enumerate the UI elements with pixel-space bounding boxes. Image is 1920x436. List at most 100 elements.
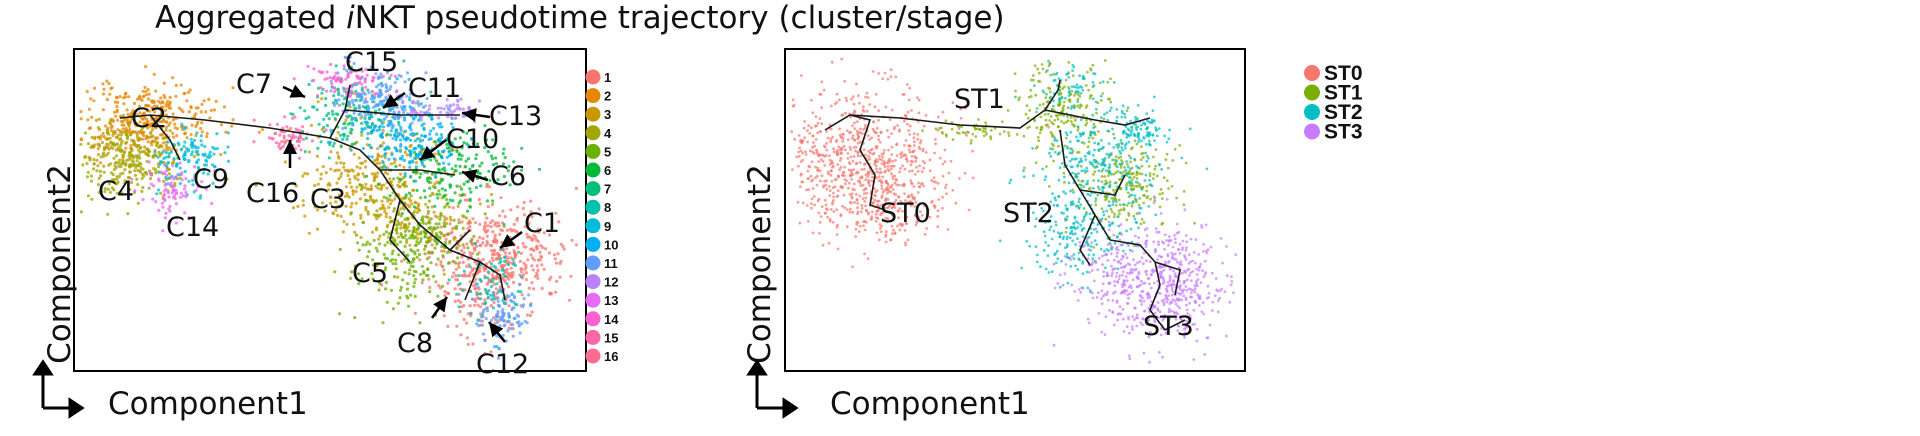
stage-point bbox=[1154, 164, 1157, 168]
cluster-point bbox=[303, 109, 307, 113]
cluster-point bbox=[491, 291, 495, 295]
cluster-point bbox=[415, 231, 419, 235]
cluster-point bbox=[123, 179, 127, 183]
cluster-point bbox=[473, 297, 477, 301]
stage-point bbox=[889, 167, 893, 171]
stage-point bbox=[888, 185, 892, 189]
cluster-point bbox=[306, 64, 310, 68]
cluster-point bbox=[105, 137, 110, 141]
stage-point bbox=[1060, 259, 1063, 263]
cluster-point bbox=[417, 203, 421, 207]
cluster-point bbox=[407, 229, 411, 233]
stage-point bbox=[870, 217, 874, 221]
cluster-point bbox=[180, 178, 184, 182]
stage-point bbox=[1101, 189, 1104, 193]
cluster-point bbox=[397, 212, 401, 216]
stage-point bbox=[856, 210, 860, 214]
stage-point bbox=[1066, 281, 1070, 285]
cluster-point bbox=[346, 122, 350, 126]
stage-point bbox=[845, 208, 849, 212]
stage-point bbox=[1130, 129, 1134, 132]
cluster-point bbox=[334, 200, 338, 204]
cluster-point bbox=[418, 196, 423, 200]
cluster-point bbox=[548, 233, 552, 237]
cluster-point bbox=[376, 171, 380, 175]
cluster-point bbox=[493, 223, 497, 227]
cluster-point bbox=[530, 281, 534, 285]
cluster-point bbox=[507, 285, 511, 289]
cluster-point bbox=[430, 243, 434, 247]
stage-point bbox=[882, 148, 886, 152]
cluster-point bbox=[436, 225, 440, 229]
cluster-point bbox=[396, 134, 400, 139]
stage-point bbox=[1142, 137, 1146, 140]
stage-point bbox=[875, 176, 878, 180]
stage-point bbox=[1101, 167, 1105, 171]
cluster-point bbox=[434, 222, 438, 226]
cluster-point bbox=[208, 116, 212, 120]
cluster-point bbox=[440, 156, 444, 160]
cluster-point bbox=[96, 153, 101, 157]
cluster-point bbox=[364, 113, 368, 118]
stage-point bbox=[1091, 63, 1095, 67]
cluster-point bbox=[503, 259, 507, 263]
cluster-point bbox=[396, 275, 400, 279]
stage-point bbox=[1035, 110, 1038, 114]
stage-point bbox=[1154, 213, 1158, 217]
stage-point bbox=[1107, 215, 1111, 219]
stage-point bbox=[1100, 207, 1104, 211]
cluster-point bbox=[468, 304, 472, 308]
stage-point bbox=[850, 196, 854, 200]
stage-point bbox=[856, 221, 860, 224]
cluster-point bbox=[352, 222, 356, 226]
stage-point bbox=[1134, 184, 1138, 188]
stage-point bbox=[889, 68, 893, 72]
cluster-point bbox=[161, 101, 165, 105]
cluster-point bbox=[389, 259, 393, 263]
stage-point bbox=[832, 191, 835, 195]
cluster-point bbox=[267, 136, 271, 140]
cluster-legend-label: 7 bbox=[604, 182, 611, 197]
stage-point bbox=[820, 80, 824, 84]
cluster-point bbox=[481, 302, 485, 306]
stage-point bbox=[892, 127, 896, 131]
stage-point bbox=[841, 140, 845, 143]
stage-point bbox=[1148, 121, 1151, 124]
stage-point bbox=[985, 132, 988, 136]
stage-point bbox=[933, 187, 936, 191]
stage-point bbox=[1076, 139, 1079, 143]
stage-point bbox=[1058, 166, 1062, 170]
stage-point bbox=[1140, 218, 1144, 221]
stage-point bbox=[846, 138, 850, 142]
stage-point bbox=[880, 194, 884, 198]
cluster-point bbox=[329, 62, 333, 67]
cluster-point bbox=[86, 118, 90, 122]
cluster-point bbox=[106, 151, 110, 155]
stage-point bbox=[851, 95, 855, 99]
stage-point bbox=[910, 155, 914, 158]
stage-point bbox=[877, 118, 880, 122]
cluster-point bbox=[460, 220, 464, 224]
stage-point bbox=[832, 210, 836, 213]
stage-point bbox=[814, 115, 818, 118]
cluster-point bbox=[116, 100, 120, 104]
cluster-point bbox=[113, 100, 117, 104]
cluster-point bbox=[479, 243, 483, 247]
stage-point bbox=[921, 147, 925, 151]
stage-point bbox=[890, 132, 893, 136]
cluster-point bbox=[349, 127, 353, 131]
cluster-point bbox=[125, 117, 129, 122]
cluster-point bbox=[458, 185, 462, 189]
cluster-point bbox=[353, 117, 357, 121]
cluster-point bbox=[174, 191, 179, 195]
cluster-point bbox=[327, 156, 331, 160]
cluster-point bbox=[116, 180, 120, 184]
cluster-point bbox=[561, 244, 565, 248]
cluster-point bbox=[364, 208, 368, 212]
cluster-point bbox=[421, 221, 425, 225]
stage-point bbox=[1112, 215, 1116, 219]
cluster-point bbox=[120, 123, 124, 127]
cluster-point bbox=[189, 106, 193, 110]
stage-point bbox=[1069, 165, 1073, 169]
cluster-point bbox=[471, 251, 475, 255]
